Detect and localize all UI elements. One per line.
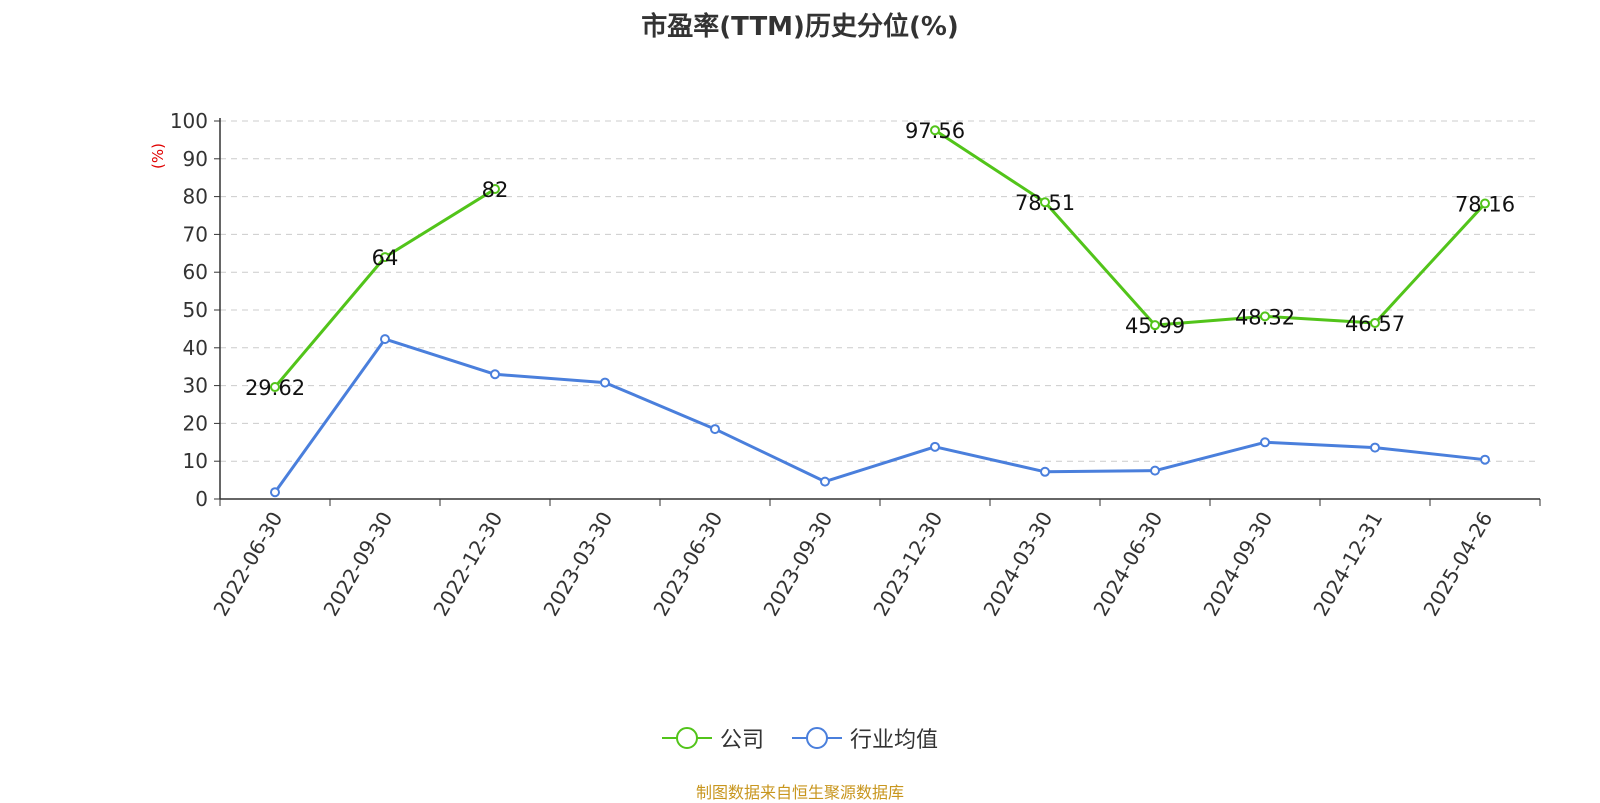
y-tick-label: 40 <box>183 336 208 360</box>
y-tick-label: 90 <box>183 147 208 171</box>
x-tick-label: 2024-03-30 <box>978 508 1057 621</box>
y-tick-label: 10 <box>183 449 208 473</box>
data-label: 64 <box>372 246 399 270</box>
data-point <box>490 369 500 380</box>
series-line <box>273 337 1486 494</box>
x-tick-label: 2024-12-31 <box>1308 508 1387 621</box>
data-label: 78.51 <box>1015 191 1075 215</box>
data-point <box>1040 466 1050 477</box>
x-tick-label: 2022-12-30 <box>428 508 507 621</box>
data-label: 46.57 <box>1345 312 1405 336</box>
data-label: 78.16 <box>1455 193 1515 217</box>
line-circle-icon <box>661 727 712 749</box>
y-tick-label: 70 <box>183 222 208 246</box>
y-tick-label: 60 <box>183 260 208 284</box>
data-point <box>1150 320 1160 331</box>
data-point <box>930 441 940 452</box>
grid-lines <box>220 120 1540 462</box>
x-tick-label: 2023-03-30 <box>538 508 617 621</box>
data-labels: 29.62 64 82 97.56 78.51 45.99 48.32 46.57 78.16 <box>245 119 1515 400</box>
x-tick-label: 2025-04-26 <box>1418 508 1497 621</box>
data-point <box>600 377 610 388</box>
x-tick-label: 2022-06-30 <box>208 508 287 621</box>
y-tick-label: 20 <box>183 411 208 435</box>
legend-item-industry-average[interactable]: 行业均值 <box>792 722 938 754</box>
x-tick-label: 2023-06-30 <box>648 508 727 621</box>
data-point <box>1480 198 1490 209</box>
data-point <box>490 184 500 195</box>
series-line <box>273 187 496 389</box>
data-point <box>1480 454 1490 465</box>
data-point <box>380 334 390 345</box>
data-label: 97.56 <box>905 119 965 143</box>
axes: 0 10 20 30 40 50 60 70 80 90 100(%) 2022-06-30 2022-… <box>149 109 1541 621</box>
x-tick-label: 2024-09-30 <box>1198 508 1277 621</box>
y-tick-label: 50 <box>183 298 208 322</box>
legend-label: 公司 <box>719 728 764 753</box>
x-tick-label: 2022-09-30 <box>318 508 397 621</box>
legend-item-company[interactable]: 公司 <box>661 722 764 754</box>
chart-title: 市盈率(TTM)历史分位(%) <box>641 12 959 42</box>
y-tick-label: 30 <box>183 374 208 398</box>
y-tick-label: 100 <box>170 109 208 133</box>
data-point <box>1370 317 1380 328</box>
y-tick-label: 80 <box>183 185 208 209</box>
data-point <box>270 382 280 393</box>
data-point <box>820 476 830 487</box>
y-axis-label: (%) <box>149 143 167 169</box>
legend-label: 行业均值 <box>850 728 939 753</box>
data-label: 82 <box>482 178 509 202</box>
data-point <box>1260 311 1270 322</box>
data-point <box>270 487 280 498</box>
data-point <box>1260 437 1270 448</box>
x-tick-label: 2023-09-30 <box>758 508 837 621</box>
data-point <box>1150 465 1160 476</box>
data-point <box>930 125 940 136</box>
data-label: 45.99 <box>1125 314 1185 338</box>
data-label: 48.32 <box>1235 305 1295 329</box>
data-point <box>1040 197 1050 208</box>
legend-marker <box>675 727 698 749</box>
legend-marker <box>806 727 828 749</box>
line-circle-icon <box>792 727 842 749</box>
series-line <box>934 128 1487 327</box>
x-tick-label: 2024-06-30 <box>1088 508 1167 621</box>
legend: 公司 行业均值 <box>0 722 1600 754</box>
x-tick-label: 2023-12-30 <box>868 508 947 621</box>
series-lines <box>270 125 1490 498</box>
y-tick-label: 0 <box>195 487 208 511</box>
data-point <box>380 252 390 263</box>
source-note: 制图数据来自恒生聚源数据库 <box>695 783 904 802</box>
data-label: 29.62 <box>245 376 305 400</box>
data-point <box>1370 442 1380 453</box>
data-point <box>710 424 720 435</box>
